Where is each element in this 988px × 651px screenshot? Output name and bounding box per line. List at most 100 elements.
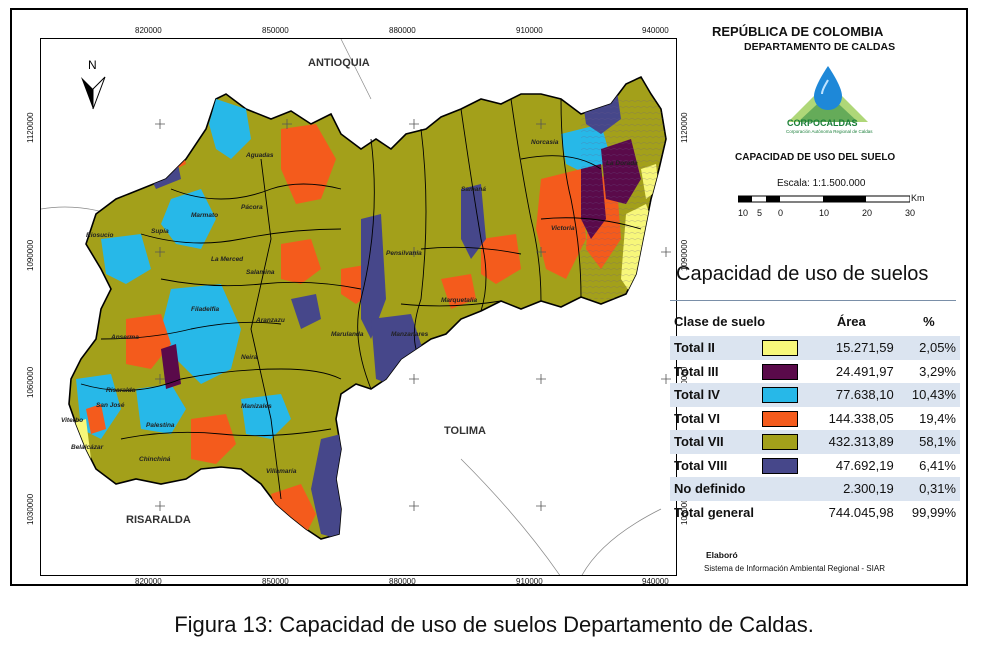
scale-number: 5 <box>757 208 763 218</box>
legend-swatch-cell <box>757 477 805 501</box>
municipality-label: Pácora <box>241 204 263 211</box>
municipality-label: Riosucio <box>86 232 113 239</box>
footer-system: Sistema de Información Ambiental Regiona… <box>704 564 885 573</box>
caldas-map: N Aguadas Pácora Marmato Supía Riosucio La Me… <box>41 39 671 575</box>
y-tick-label: 1120000 <box>26 112 35 143</box>
municipality-label: Villamaría <box>266 468 297 475</box>
municipality-label: Marulanda <box>331 331 364 338</box>
legend-swatch <box>761 387 798 404</box>
legend-divider <box>670 300 956 301</box>
municipality-label: La Dorada <box>606 160 638 167</box>
municipality-label: Belalcázar <box>71 444 104 451</box>
legend-class: Total VI <box>674 410 720 426</box>
legend-area: 744.045,98 <box>828 504 894 520</box>
x-tick-label: 820000 <box>135 26 162 35</box>
legend-swatch <box>761 340 798 357</box>
scale-number: 10 <box>738 208 749 218</box>
region-risaralda: RISARALDA <box>126 514 191 526</box>
legend-table: Clase de suelo Área % Total II 15.271,59 2… <box>670 306 960 524</box>
scale-unit: Km <box>911 193 925 203</box>
legend-class: Total general <box>674 504 754 520</box>
municipality-label: Samaná <box>461 186 486 193</box>
legend-class: Total III <box>674 363 719 379</box>
municipality-label: Manzanares <box>391 331 429 338</box>
legend-class: Total VIII <box>674 457 728 473</box>
municipality-label: Neira <box>241 354 258 361</box>
country-title: REPÚBLICA DE COLOMBIA <box>712 24 884 39</box>
legend-row: Total general 744.045,98 99,99% <box>670 501 960 525</box>
department-title: DEPARTAMENTO DE CALDAS <box>744 41 896 53</box>
legend-swatch <box>761 434 798 451</box>
neighbor-boundary <box>581 508 662 575</box>
municipality-label: Salamina <box>246 269 275 276</box>
legend-area: 432.313,89 <box>804 430 898 454</box>
legend-swatch-cell <box>757 336 805 360</box>
x-tick-label: 850000 <box>262 26 289 35</box>
logo-subtitle: Corporación Autónoma Regional de Caldas <box>786 129 873 134</box>
legend-swatch-cell <box>758 501 805 525</box>
neighbor-boundary <box>340 39 372 100</box>
legend-swatch-cell <box>757 383 805 407</box>
map-title: CAPACIDAD DE USO DEL SUELO <box>735 152 896 163</box>
legend-class: Total IV <box>670 383 758 407</box>
x-tick-label: 940000 <box>642 577 669 586</box>
x-tick-label: 850000 <box>262 577 289 586</box>
municipality-label: Chinchiná <box>139 456 171 463</box>
legend-row: Total III 24.491,97 3,29% <box>670 360 960 384</box>
x-tick-label: 880000 <box>389 577 416 586</box>
scale-number: 10 <box>819 208 830 218</box>
legend-pct: 2,05% <box>897 336 960 360</box>
legend-area: 144.338,05 <box>828 410 894 426</box>
legend-area: 2.300,19 <box>804 477 898 501</box>
y-tick-label: 1120000 <box>680 112 689 143</box>
legend-pct: 99,99% <box>911 504 956 520</box>
municipality-label: Pensilvania <box>386 250 422 257</box>
municipal-boundaries <box>80 98 642 500</box>
municipality-label: Victoria <box>551 225 575 232</box>
legend-area: 47.692,19 <box>835 457 894 473</box>
legend-swatch-cell <box>758 454 805 478</box>
legend-class: Total VII <box>670 430 758 454</box>
legend-class: No definido <box>670 477 758 501</box>
municipality-label: Supía <box>151 228 169 235</box>
legend-row: No definido 2.300,19 0,31% <box>670 477 960 501</box>
legend-pct: 10,43% <box>897 383 960 407</box>
scale-number: 0 <box>778 208 784 218</box>
legend-row: Total VIII 47.692,19 6,41% <box>670 454 960 478</box>
logo-name: CORPOCALDAS <box>787 118 858 128</box>
legend-swatch <box>761 410 798 427</box>
region-tolima: TOLIMA <box>444 425 486 437</box>
legend-pct: 0,31% <box>897 477 960 501</box>
legend-pct: 6,41% <box>919 457 956 473</box>
x-tick-label: 910000 <box>516 26 543 35</box>
legend-header-pct: % <box>923 313 935 329</box>
legend-header-row: Clase de suelo Área % <box>670 306 960 336</box>
x-tick-label: 940000 <box>642 26 669 35</box>
scale-number: 20 <box>862 208 873 218</box>
municipality-label: Manizales <box>241 403 272 410</box>
x-tick-label: 820000 <box>135 577 162 586</box>
legend-area: 15.271,59 <box>804 336 898 360</box>
legend-title: Capacidad de uso de suelos <box>676 263 929 285</box>
municipality-label: Filadelfia <box>191 306 220 313</box>
legend-swatch-cell <box>757 430 805 454</box>
scale-number: 30 <box>905 208 916 218</box>
legend-header-area: Área <box>836 313 866 329</box>
legend-swatch <box>761 457 798 474</box>
y-tick-label: 1060000 <box>26 366 35 398</box>
legend-area: 24.491,97 <box>835 363 894 379</box>
legend-row: Total VI 144.338,05 19,4% <box>670 407 960 431</box>
legend-swatch-cell <box>758 407 805 431</box>
x-tick-label: 910000 <box>516 577 543 586</box>
municipality-label: Aguadas <box>245 152 274 159</box>
legend-header-class: Clase de suelo <box>674 313 766 329</box>
municipality-label: Anserma <box>110 334 139 341</box>
north-arrow-icon: N <box>81 58 106 110</box>
north-label: N <box>88 58 97 72</box>
municipality-label: Palestina <box>146 422 175 429</box>
municipality-label: Marmato <box>191 212 218 219</box>
municipality-label: San José <box>96 402 125 409</box>
legend-pct: 3,29% <box>919 363 956 379</box>
scale-label: Escala: 1:1.500.000 <box>777 178 866 189</box>
legend-pct: 58,1% <box>897 430 960 454</box>
